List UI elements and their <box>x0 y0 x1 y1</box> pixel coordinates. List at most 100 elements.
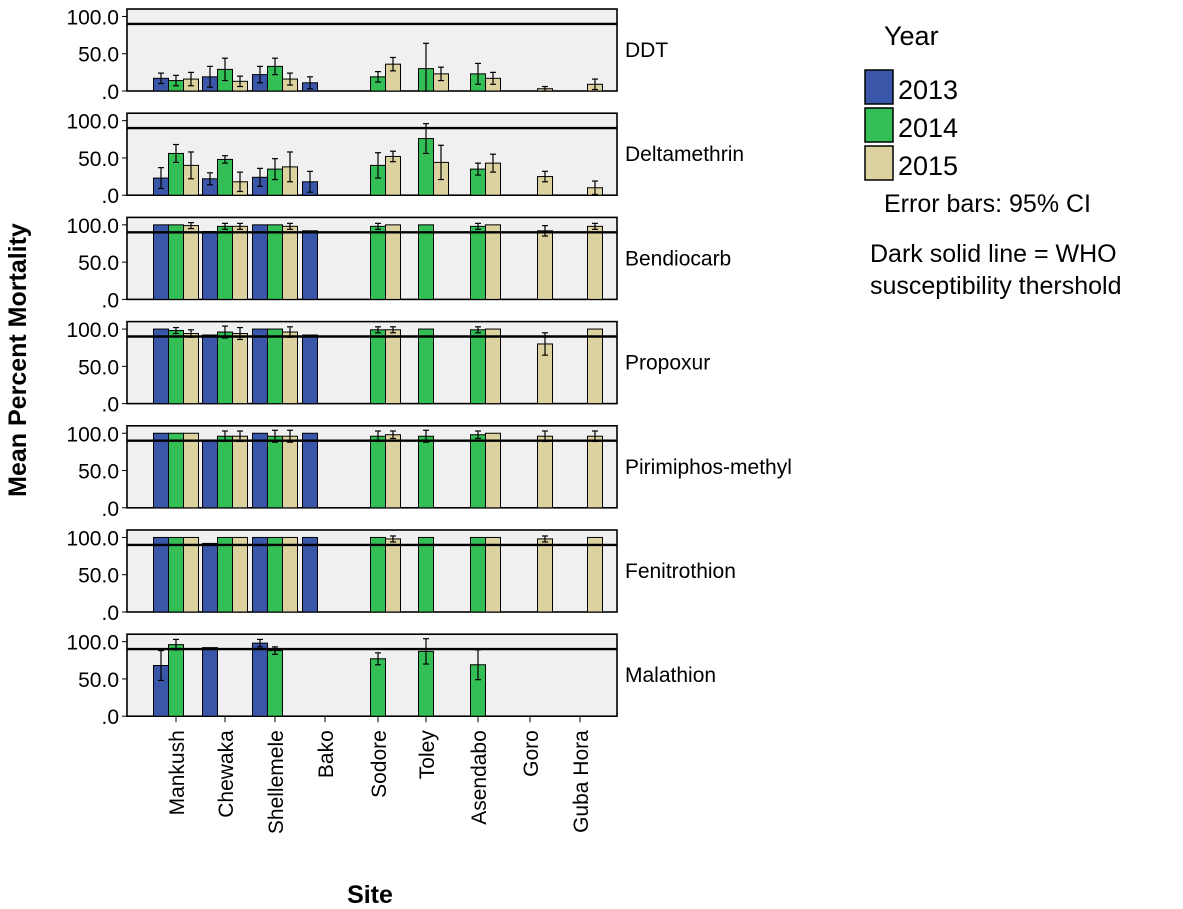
y-tick-label: .0 <box>101 706 119 729</box>
bar-2015-goro <box>537 538 553 613</box>
y-tick-label: 100.0 <box>66 632 119 655</box>
bar-2014-chewaka <box>217 435 233 509</box>
bar-2013-chewaka <box>202 542 218 613</box>
panel-label: Pirimiphos-methyl <box>625 456 792 479</box>
chart-notes: Error bars: 95% CI Dark solid line = WHO s… <box>870 190 1122 300</box>
bar-2014-chewaka <box>217 331 233 405</box>
bar-2015-goro <box>537 435 553 509</box>
y-tick-label: 100.0 <box>66 319 119 342</box>
bar-2015-chewaka <box>232 333 248 405</box>
bar-2014-mankush <box>168 536 184 613</box>
bar-2015-shellemele <box>282 536 298 613</box>
panel-pirimiphos-methyl: .0 50.0 100.0 Pirimiphos-methyl <box>66 423 791 521</box>
bar-2015-asendabo <box>485 536 501 613</box>
bar-2013-bako <box>302 536 318 613</box>
panel-malathion: .0 50.0 100.0 Malathion <box>66 632 716 730</box>
legend-label-2015: 2015 <box>898 151 958 181</box>
x-tick-label: Chewaka <box>215 730 238 818</box>
bar-2013-chewaka <box>202 439 218 509</box>
bar-2014-chewaka <box>217 158 233 196</box>
panel-label: Propoxur <box>625 352 710 375</box>
bar-2015-guba-hora <box>587 536 603 613</box>
legend-title: Year <box>884 21 939 51</box>
legend-label-2014: 2014 <box>898 113 958 143</box>
bar-2015-sodore <box>385 329 401 405</box>
legend-label-2013: 2013 <box>898 75 958 105</box>
legend-swatch-2014 <box>864 107 894 143</box>
bar-2013-bako <box>302 230 318 300</box>
y-tick-label: 50.0 <box>78 148 119 171</box>
bar-2015-mankush <box>183 536 199 613</box>
bar-2015-guba-hora <box>587 435 603 509</box>
bar-2013-shellemele <box>252 432 268 509</box>
panel-label: Fenitrothion <box>625 560 736 583</box>
legend: Year 2013 2014 2015 <box>864 21 958 181</box>
x-tick-label: Mankush <box>166 730 189 815</box>
bar-2015-mankush <box>183 432 199 509</box>
y-tick-label: .0 <box>101 185 119 208</box>
bar-2013-mankush <box>153 224 169 300</box>
bar-2014-chewaka <box>217 225 233 300</box>
panel-label: DDT <box>625 39 668 62</box>
panel-label: Malathion <box>625 664 716 687</box>
bar-2013-mankush <box>153 432 169 509</box>
x-tick-label: Toley <box>416 730 439 780</box>
bar-2014-shellemele <box>267 650 283 717</box>
bar-2014-shellemele <box>267 435 283 509</box>
y-axis-title: Mean Percent Mortality <box>4 223 32 497</box>
bar-2015-goro <box>537 230 553 300</box>
bar-2014-mankush <box>168 224 184 300</box>
y-tick-label: 50.0 <box>78 356 119 379</box>
y-tick-label: 100.0 <box>66 423 119 446</box>
panel-label: Bendiocarb <box>625 247 731 270</box>
panel-bendiocarb: .0 50.0 100.0 Bendiocarb <box>66 215 731 313</box>
bar-2015-chewaka <box>232 536 248 613</box>
y-tick-label: .0 <box>101 602 119 625</box>
chart-panels: .0 50.0 100.0 DDT .0 50.0 100.0 Deltamethrin .0 5… <box>66 6 791 729</box>
bar-2015-mankush <box>183 225 199 300</box>
bar-2013-shellemele <box>252 642 268 717</box>
x-tick-label: Goro <box>520 730 543 777</box>
y-tick-label: 100.0 <box>66 527 119 550</box>
bar-2013-bako <box>302 432 318 509</box>
bar-2014-toley <box>418 536 434 613</box>
y-tick-label: .0 <box>101 498 119 521</box>
bar-2014-sodore <box>370 435 386 509</box>
bar-2014-shellemele <box>267 328 283 405</box>
bar-2014-sodore <box>370 225 386 300</box>
y-tick-label: .0 <box>101 81 119 104</box>
panel-label: Deltamethrin <box>625 143 744 166</box>
bar-2015-asendabo <box>485 224 501 300</box>
bar-2014-chewaka <box>217 536 233 613</box>
x-tick-label: Sodore <box>368 730 391 798</box>
panel-ddt: .0 50.0 100.0 DDT <box>66 6 668 104</box>
bar-2014-asendabo <box>470 434 486 509</box>
bar-2015-shellemele <box>282 435 298 509</box>
x-tick-label: Shellemele <box>265 730 288 834</box>
bar-2014-mankush <box>168 330 184 405</box>
bar-2015-sodore <box>385 224 401 300</box>
bar-2013-mankush <box>153 536 169 613</box>
y-tick-label: .0 <box>101 394 119 417</box>
bar-2014-toley <box>418 435 434 509</box>
bar-2013-mankush <box>153 328 169 405</box>
bar-2013-chewaka <box>202 231 218 300</box>
bar-2013-bako <box>302 334 318 405</box>
x-tick-label: Asendabo <box>468 730 491 825</box>
panel-fenitrothion: .0 50.0 100.0 Fenitrothion <box>66 527 735 625</box>
bar-2013-shellemele <box>252 536 268 613</box>
panel-propoxur: .0 50.0 100.0 Propoxur <box>66 319 710 417</box>
x-tick-label: Guba Hora <box>570 730 593 833</box>
y-tick-label: 100.0 <box>66 111 119 134</box>
y-tick-label: 100.0 <box>66 6 119 29</box>
y-tick-label: 100.0 <box>66 215 119 238</box>
y-tick-label: 50.0 <box>78 461 119 484</box>
bar-2015-mankush <box>183 333 199 405</box>
bar-2014-toley <box>418 224 434 300</box>
chart-note: susceptibility thershold <box>870 272 1122 300</box>
bar-2014-sodore <box>370 536 386 613</box>
bar-2015-sodore <box>385 434 401 509</box>
bar-2015-shellemele <box>282 331 298 405</box>
bar-2014-toley <box>418 328 434 405</box>
